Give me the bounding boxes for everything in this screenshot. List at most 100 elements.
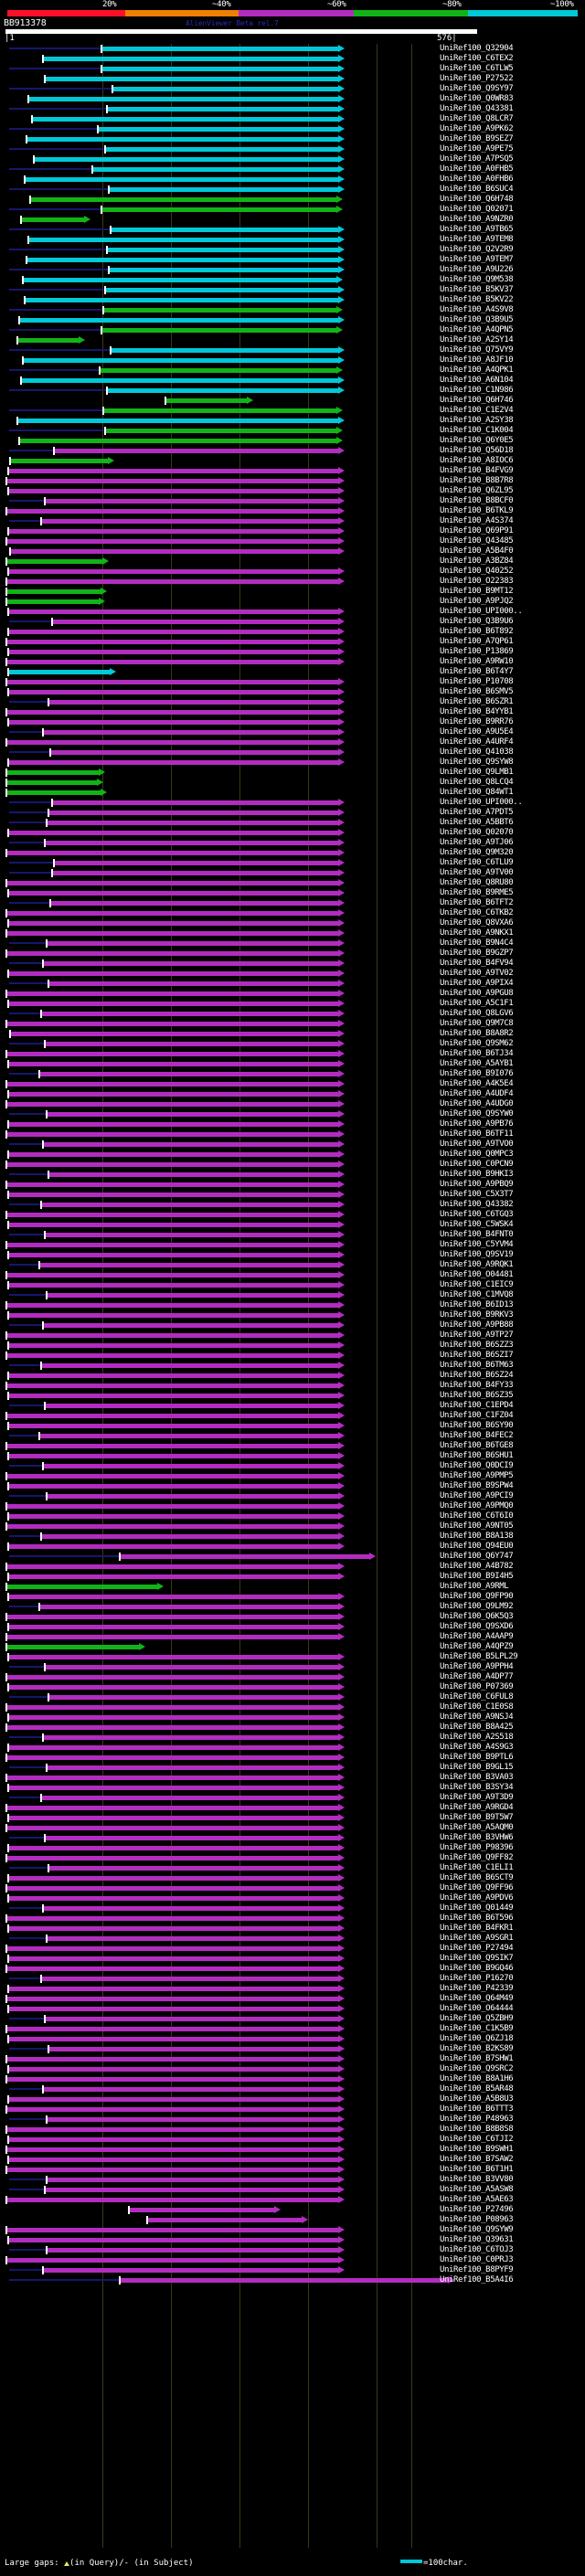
hit-accession-label[interactable]: UniRef100_P16270 (440, 1974, 514, 1983)
hsp-segment[interactable] (44, 841, 338, 845)
hit-accession-label[interactable]: UniRef100_A5B4F0 (440, 546, 514, 556)
alignment-row[interactable]: UniRef100_B6TM63 (0, 1361, 585, 1371)
hsp-segment[interactable] (5, 881, 338, 885)
hsp-segment[interactable] (7, 1896, 338, 1901)
hit-accession-label[interactable]: UniRef100_Q2V2R9 (440, 245, 514, 254)
alignment-row[interactable]: UniRef100_A5C1F1 (0, 999, 585, 1009)
hsp-segment[interactable] (7, 1655, 338, 1659)
alignment-row[interactable]: UniRef100_B3VHW6 (0, 1833, 585, 1843)
hsp-segment[interactable] (46, 1293, 338, 1298)
hsp-segment[interactable] (7, 1454, 338, 1458)
hsp-segment[interactable] (42, 1735, 338, 1740)
alignment-row[interactable]: UniRef100_A9NSJ4 (0, 1712, 585, 1723)
hit-accession-label[interactable]: UniRef100_A4K5E4 (440, 1079, 514, 1088)
hsp-segment[interactable] (40, 1977, 338, 1981)
hit-accession-label[interactable]: UniRef100_A4URF4 (440, 737, 514, 747)
hsp-segment[interactable] (146, 2218, 302, 2222)
alignment-row[interactable]: UniRef100_Q43381 (0, 104, 585, 114)
hit-accession-label[interactable]: UniRef100_B4FKR1 (440, 1924, 514, 1933)
hit-accession-label[interactable]: UniRef100_A9T3D9 (440, 1793, 514, 1802)
hsp-segment[interactable] (20, 378, 338, 383)
alignment-row[interactable]: UniRef100_B4YYB1 (0, 707, 585, 717)
hit-accession-label[interactable]: UniRef100_B6SZ35 (440, 1391, 514, 1400)
hit-accession-label[interactable]: UniRef100_B9I076 (440, 1069, 514, 1078)
alignment-row[interactable]: UniRef100_A9U5E4 (0, 727, 585, 737)
hsp-segment[interactable] (101, 47, 338, 51)
hsp-segment[interactable] (44, 499, 338, 504)
hit-accession-label[interactable]: UniRef100_A8JF10 (440, 355, 514, 365)
hit-accession-label[interactable]: UniRef100_B5A4I6 (440, 2275, 514, 2284)
alignment-row[interactable]: UniRef100_P27522 (0, 74, 585, 84)
alignment-row[interactable]: UniRef100_B6SHU1 (0, 1451, 585, 1461)
hit-accession-label[interactable]: UniRef100_A9NKX1 (440, 928, 514, 938)
hsp-segment[interactable] (42, 1906, 338, 1911)
hsp-segment[interactable] (7, 1685, 338, 1690)
alignment-row[interactable]: UniRef100_A9SGR1 (0, 1934, 585, 1944)
alignment-row[interactable]: UniRef100_A7PSQ5 (0, 154, 585, 164)
alignment-row[interactable]: UniRef100_C6TKB2 (0, 908, 585, 918)
hit-accession-label[interactable]: UniRef100_B6TFT2 (440, 898, 514, 907)
alignment-row[interactable]: UniRef100_A9T3D9 (0, 1793, 585, 1803)
alignment-row[interactable]: UniRef100_Q41038 (0, 747, 585, 758)
hit-accession-label[interactable]: UniRef100_B8B7R8 (440, 476, 514, 485)
alignment-row[interactable]: UniRef100_A9NKX1 (0, 928, 585, 938)
alignment-row[interactable]: UniRef100_Q9SXD6 (0, 1622, 585, 1632)
hit-accession-label[interactable]: UniRef100_Q6Y0E5 (440, 436, 514, 445)
hit-accession-label[interactable]: UniRef100_A7PDT5 (440, 808, 514, 817)
hit-accession-label[interactable]: UniRef100_A4UDF4 (440, 1089, 514, 1098)
alignment-row[interactable]: UniRef100_A4DP77 (0, 1672, 585, 1682)
hit-accession-label[interactable]: UniRef100_C1FZ04 (440, 1411, 514, 1420)
alignment-row[interactable]: UniRef100_C1MVQ8 (0, 1290, 585, 1300)
alignment-row[interactable]: UniRef100_B9I4H5 (0, 1572, 585, 1582)
hit-accession-label[interactable]: UniRef100_B5AR48 (440, 2084, 514, 2094)
hsp-segment[interactable] (5, 1273, 338, 1277)
hsp-segment[interactable] (101, 328, 336, 333)
hsp-segment[interactable] (51, 871, 338, 875)
hit-accession-label[interactable]: UniRef100_B4FVG9 (440, 466, 514, 475)
alignment-row[interactable]: UniRef100_C0PRJ3 (0, 2255, 585, 2265)
hsp-segment[interactable] (7, 891, 338, 896)
hit-accession-label[interactable]: UniRef100_A9RML (440, 1582, 509, 1591)
alignment-row[interactable]: UniRef100_P16270 (0, 1974, 585, 1984)
alignment-row[interactable]: UniRef100_Q8RU80 (0, 878, 585, 888)
hsp-segment[interactable] (42, 1142, 338, 1147)
hsp-segment[interactable] (18, 439, 336, 443)
hit-accession-label[interactable]: UniRef100_A9TEM8 (440, 235, 514, 244)
hsp-segment[interactable] (108, 187, 338, 192)
hit-accession-label[interactable]: UniRef100_C1N986 (440, 386, 514, 395)
hit-accession-label[interactable]: UniRef100_A9PPH4 (440, 1662, 514, 1671)
alignment-row[interactable]: UniRef100_Q8LCR7 (0, 114, 585, 124)
alignment-row[interactable]: UniRef100_A2SY14 (0, 335, 585, 345)
hit-accession-label[interactable]: UniRef100_A0FHB5 (440, 164, 514, 174)
hit-accession-label[interactable]: UniRef100_Q8VXA6 (440, 918, 514, 928)
hsp-segment[interactable] (5, 1806, 338, 1810)
hsp-segment[interactable] (42, 2268, 338, 2273)
alignment-row[interactable]: UniRef100_A5AE63 (0, 2195, 585, 2205)
alignment-row[interactable]: UniRef100_C6TGQ3 (0, 1210, 585, 1220)
hsp-segment[interactable] (42, 730, 338, 735)
hsp-segment[interactable] (5, 1645, 139, 1649)
alignment-row[interactable]: UniRef100_Q01449 (0, 1903, 585, 1913)
hit-accession-label[interactable]: UniRef100_Q9SYW9 (440, 2225, 514, 2234)
hit-accession-label[interactable]: UniRef100_C1E2V4 (440, 406, 514, 415)
hsp-segment[interactable] (5, 1022, 338, 1026)
hit-accession-label[interactable]: UniRef100_C6TGQ3 (440, 1210, 514, 1219)
alignment-row[interactable]: UniRef100_B7SAW2 (0, 2155, 585, 2165)
hit-accession-label[interactable]: UniRef100_A9TB65 (440, 225, 514, 234)
hsp-segment[interactable] (5, 2228, 338, 2232)
hsp-segment[interactable] (104, 147, 338, 152)
hsp-segment[interactable] (5, 1615, 338, 1619)
hsp-segment[interactable] (7, 2238, 338, 2242)
hit-accession-label[interactable]: UniRef100_A9SGR1 (440, 1934, 514, 1943)
hsp-segment[interactable] (5, 640, 338, 644)
alignment-row[interactable]: UniRef100_B8A1H6 (0, 2074, 585, 2084)
hsp-segment[interactable] (7, 670, 110, 674)
hsp-segment[interactable] (46, 2117, 338, 2122)
hsp-segment[interactable] (7, 529, 338, 534)
hit-accession-label[interactable]: UniRef100_B8A138 (440, 1532, 514, 1541)
alignment-row[interactable]: UniRef100_P13869 (0, 647, 585, 657)
hsp-segment[interactable] (38, 1263, 338, 1267)
hsp-segment[interactable] (5, 2198, 338, 2202)
alignment-row[interactable]: UniRef100_C6TEX2 (0, 54, 585, 64)
hsp-segment[interactable] (5, 1916, 338, 1921)
